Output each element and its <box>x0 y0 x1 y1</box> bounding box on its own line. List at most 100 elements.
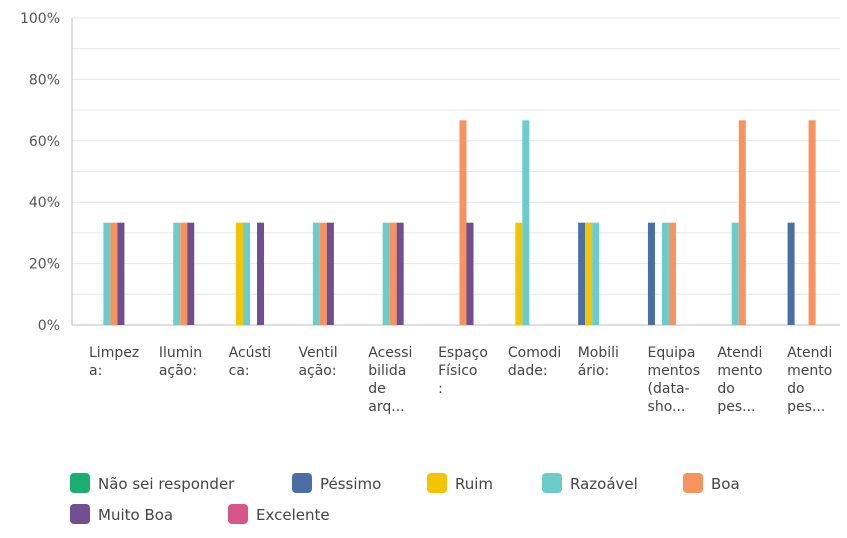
y-tick-label: 100% <box>20 11 60 27</box>
bar[interactable] <box>236 222 244 325</box>
x-axis-labels: Limpez a: Ilumin ação: Acústi ca: Ventil ação: A… <box>89 345 832 415</box>
x-tick-label-line: dade: <box>508 363 548 379</box>
legend-label: Boa <box>711 475 740 493</box>
legend-item[interactable]: Péssimo <box>292 473 381 493</box>
legend-swatch <box>70 473 90 493</box>
x-tick-label-line: mento <box>717 363 762 379</box>
bar[interactable] <box>661 222 669 325</box>
x-tick-label: Acústi ca: <box>229 345 272 379</box>
x-tick-label-line: Ilumin <box>159 345 202 361</box>
x-tick-label: Ventil ação: <box>298 345 337 379</box>
x-tick-label: Ilumin ação: <box>159 345 202 379</box>
y-tick-label: 40% <box>29 195 60 211</box>
legend-label: Péssimo <box>320 475 381 493</box>
bar[interactable] <box>257 222 265 325</box>
bar[interactable] <box>396 222 404 325</box>
x-tick-label: Atendi mento do pes... <box>787 345 832 415</box>
x-tick-label-line: Acessi <box>368 345 412 361</box>
legend-label: Não sei responder <box>98 475 235 493</box>
legend-swatch <box>292 473 312 493</box>
bar[interactable] <box>522 120 530 326</box>
x-tick-label: Mobili ário: <box>578 345 619 379</box>
x-tick-label-line: Equipa <box>648 345 696 361</box>
bar[interactable] <box>808 120 816 326</box>
legend-item[interactable]: Excelente <box>228 504 330 524</box>
x-tick-label-line: ca: <box>229 363 250 379</box>
legend-item[interactable]: Ruim <box>427 473 493 493</box>
bar[interactable] <box>668 222 676 325</box>
legend-item[interactable]: Muito Boa <box>70 504 173 524</box>
bar[interactable] <box>180 222 188 325</box>
bar[interactable] <box>592 222 600 325</box>
legend-item[interactable]: Razoável <box>542 473 638 493</box>
y-axis-ticks: 0% 20% 40% 60% 80% 100% <box>20 11 60 334</box>
bar[interactable] <box>459 120 467 326</box>
x-tick-label-line: bilida <box>368 363 406 379</box>
x-tick-label-line: Espaço <box>438 345 488 361</box>
legend-swatch <box>70 504 90 524</box>
bar[interactable] <box>738 120 746 326</box>
bar[interactable] <box>585 222 593 325</box>
bar[interactable] <box>103 222 111 325</box>
bar[interactable] <box>173 222 181 325</box>
x-tick-label-line: Atendi <box>787 345 832 361</box>
x-tick-label-line: Acústi <box>229 345 272 361</box>
x-tick-label-line: do <box>787 381 804 397</box>
x-tick-label-line: arq... <box>368 399 404 415</box>
bar[interactable] <box>578 222 586 325</box>
bar[interactable] <box>243 222 251 325</box>
bar[interactable] <box>515 222 523 325</box>
x-tick-label-line: Ventil <box>298 345 337 361</box>
y-tick-label: 0% <box>38 318 60 334</box>
legend-swatch <box>683 473 703 493</box>
x-tick-label-line: : <box>438 381 443 397</box>
x-tick-label: Comodi dade: <box>508 345 561 379</box>
x-tick-label-line: Físico <box>438 363 477 379</box>
legend-swatch <box>228 504 248 524</box>
bars <box>103 120 816 326</box>
legend: Não sei responder Péssimo Ruim Razoável Boa M… <box>70 473 740 524</box>
x-tick-label-line: sho... <box>648 399 686 415</box>
bar[interactable] <box>326 222 334 325</box>
grid-lines <box>71 17 840 326</box>
x-tick-label-line: (data- <box>648 381 690 397</box>
x-tick-label: Limpez a: <box>89 345 139 379</box>
y-tick-label: 60% <box>29 134 60 150</box>
bar[interactable] <box>466 222 474 325</box>
x-tick-label-line: Limpez <box>89 345 139 361</box>
bar[interactable] <box>389 222 397 325</box>
legend-label: Muito Boa <box>98 506 173 524</box>
x-tick-label-line: a: <box>89 363 102 379</box>
bar[interactable] <box>731 222 739 325</box>
x-tick-label-line: ação: <box>159 363 197 379</box>
x-tick-label-line: pes... <box>717 399 755 415</box>
bar[interactable] <box>382 222 390 325</box>
bar[interactable] <box>319 222 327 325</box>
x-tick-label: Acessi bilida de arq... <box>368 345 412 415</box>
x-tick-label-line: Mobili <box>578 345 619 361</box>
bar[interactable] <box>312 222 320 325</box>
bar[interactable] <box>647 222 655 325</box>
bar[interactable] <box>787 222 795 325</box>
legend-swatch <box>542 473 562 493</box>
legend-label: Razoável <box>570 475 638 493</box>
legend-item[interactable]: Boa <box>683 473 740 493</box>
legend-item[interactable]: Não sei responder <box>70 473 235 493</box>
x-tick-label-line: do <box>717 381 734 397</box>
x-tick-label: Equipa mentos (data-sho... <box>648 345 700 415</box>
legend-label: Ruim <box>455 475 493 493</box>
x-tick-label-line: pes... <box>787 399 825 415</box>
legend-label: Excelente <box>256 506 330 524</box>
legend-swatch <box>427 473 447 493</box>
y-tick-label: 20% <box>29 257 60 273</box>
bar[interactable] <box>110 222 118 325</box>
x-tick-label-line: ário: <box>578 363 610 379</box>
x-tick-label: Espaço Físico: <box>438 345 488 397</box>
bar[interactable] <box>187 222 195 325</box>
x-tick-label-line: mentos <box>648 363 700 379</box>
x-tick-label-line: mento <box>787 363 832 379</box>
bar[interactable] <box>117 222 125 325</box>
y-tick-label: 80% <box>29 72 60 88</box>
x-tick-label-line: Atendi <box>717 345 762 361</box>
